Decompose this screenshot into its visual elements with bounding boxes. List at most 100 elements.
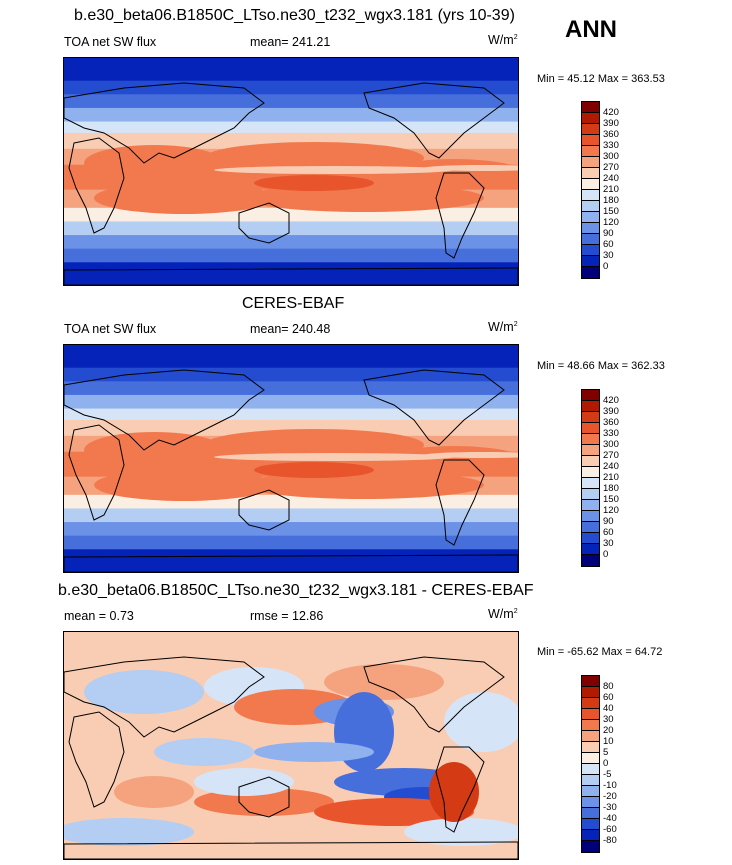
continent-outline xyxy=(64,369,265,451)
colorbar-swatch xyxy=(582,113,599,124)
panel3-minmax: Min = -65.62 Max = 64.72 xyxy=(537,646,663,658)
colorbar-tick-label: 390 xyxy=(603,406,619,417)
continent-outline xyxy=(64,267,518,285)
panel1-units: W/m2 xyxy=(488,33,518,48)
colorbar-swatch xyxy=(582,223,599,234)
colorbar-tick-label: 330 xyxy=(603,428,619,439)
colorbar-swatch xyxy=(582,841,599,852)
field-blob xyxy=(114,776,194,808)
field-blob xyxy=(424,452,518,458)
field-band xyxy=(64,367,518,383)
colorbar-tick-label: 10 xyxy=(603,736,614,747)
colorbar-tick-label: 30 xyxy=(603,538,614,549)
colorbar-swatch xyxy=(582,687,599,698)
continent-outline xyxy=(435,459,485,546)
colorbar-swatch xyxy=(582,533,599,544)
colorbar-tick-label: -40 xyxy=(603,813,617,824)
field-blob xyxy=(84,145,224,181)
panel1-colorbar xyxy=(581,101,600,279)
colorbar-swatch xyxy=(582,245,599,256)
field-blob xyxy=(254,742,374,762)
continent-outline xyxy=(435,746,485,833)
colorbar-tick-label: 300 xyxy=(603,439,619,450)
continent-outline xyxy=(68,711,125,808)
colorbar-tick-label: -20 xyxy=(603,791,617,802)
colorbar-tick-label: 360 xyxy=(603,129,619,140)
colorbar-swatch xyxy=(582,124,599,135)
colorbar-swatch xyxy=(582,401,599,412)
continent-outline xyxy=(64,656,265,738)
colorbar-swatch xyxy=(582,676,599,687)
colorbar-swatch xyxy=(582,709,599,720)
panel1-variable-label: TOA net SW flux xyxy=(64,35,157,49)
colorbar-tick-label: 90 xyxy=(603,228,614,239)
panel2-units: W/m2 xyxy=(488,320,518,335)
colorbar-tick-label: 30 xyxy=(603,250,614,261)
field-blob xyxy=(214,453,454,461)
colorbar-tick-label: -30 xyxy=(603,802,617,813)
map-field xyxy=(64,632,518,859)
field-blob xyxy=(64,818,194,846)
field-blob xyxy=(254,462,374,478)
panel3-rmse-label: rmse = 12.86 xyxy=(250,609,324,623)
field-blob xyxy=(324,664,444,700)
panel3-units: W/m2 xyxy=(488,607,518,622)
colorbar-swatch xyxy=(582,190,599,201)
continent-outline xyxy=(435,172,485,259)
field-blob xyxy=(429,762,479,822)
colorbar-tick-label: 0 xyxy=(603,261,609,272)
field-blob xyxy=(244,184,484,212)
colorbar-swatch xyxy=(582,720,599,731)
colorbar-tick-label: 80 xyxy=(603,681,614,692)
field-band xyxy=(64,549,518,572)
colorbar-tick-label: -60 xyxy=(603,824,617,835)
colorbar-tick-label: -10 xyxy=(603,780,617,791)
colorbar-tick-label: 0 xyxy=(603,758,609,769)
panel3-mean-label: mean = 0.73 xyxy=(64,609,134,623)
colorbar-tick-label: 0 xyxy=(603,549,609,560)
colorbar-tick-label: 150 xyxy=(603,206,619,217)
continent-outline xyxy=(238,489,290,531)
colorbar-swatch xyxy=(582,489,599,500)
map-field xyxy=(64,58,518,285)
continent-outline xyxy=(64,554,518,572)
field-blob xyxy=(204,429,424,461)
colorbar-swatch xyxy=(582,256,599,267)
colorbar-swatch xyxy=(582,522,599,533)
colorbar-swatch xyxy=(582,102,599,113)
colorbar-tick-label: 210 xyxy=(603,184,619,195)
field-band xyxy=(64,408,518,421)
colorbar-tick-label: 330 xyxy=(603,140,619,151)
field-band xyxy=(64,248,518,264)
panel2-title: CERES-EBAF xyxy=(242,295,345,312)
colorbar-tick-label: 20 xyxy=(603,725,614,736)
field-blob xyxy=(204,142,424,174)
colorbar-tick-label: 40 xyxy=(603,703,614,714)
colorbar-swatch xyxy=(582,201,599,212)
colorbar-tick-label: 180 xyxy=(603,483,619,494)
panel1-map xyxy=(63,57,519,286)
colorbar-tick-label: 120 xyxy=(603,217,619,228)
continent-outline xyxy=(64,841,518,859)
panel3-title: b.e30_beta06.B1850C_LTso.ne30_t232_wgx3.… xyxy=(58,582,534,599)
colorbar-swatch xyxy=(582,764,599,775)
field-blob xyxy=(154,738,254,766)
panel3-colorbar xyxy=(581,675,600,853)
field-band xyxy=(64,94,518,109)
colorbar-tick-label: 270 xyxy=(603,162,619,173)
colorbar-swatch xyxy=(582,808,599,819)
field-band xyxy=(64,58,518,82)
colorbar-swatch xyxy=(582,819,599,830)
colorbar-swatch xyxy=(582,445,599,456)
colorbar-tick-label: 270 xyxy=(603,450,619,461)
colorbar-swatch xyxy=(582,467,599,478)
colorbar-tick-label: 390 xyxy=(603,118,619,129)
colorbar-swatch xyxy=(582,555,599,566)
field-band xyxy=(64,535,518,551)
field-blob xyxy=(254,175,374,191)
colorbar-swatch xyxy=(582,390,599,401)
colorbar-swatch xyxy=(582,135,599,146)
panel1-title: b.e30_beta06.B1850C_LTso.ne30_t232_wgx3.… xyxy=(74,7,515,24)
panel2-colorbar xyxy=(581,389,600,567)
colorbar-tick-label: 5 xyxy=(603,747,609,758)
